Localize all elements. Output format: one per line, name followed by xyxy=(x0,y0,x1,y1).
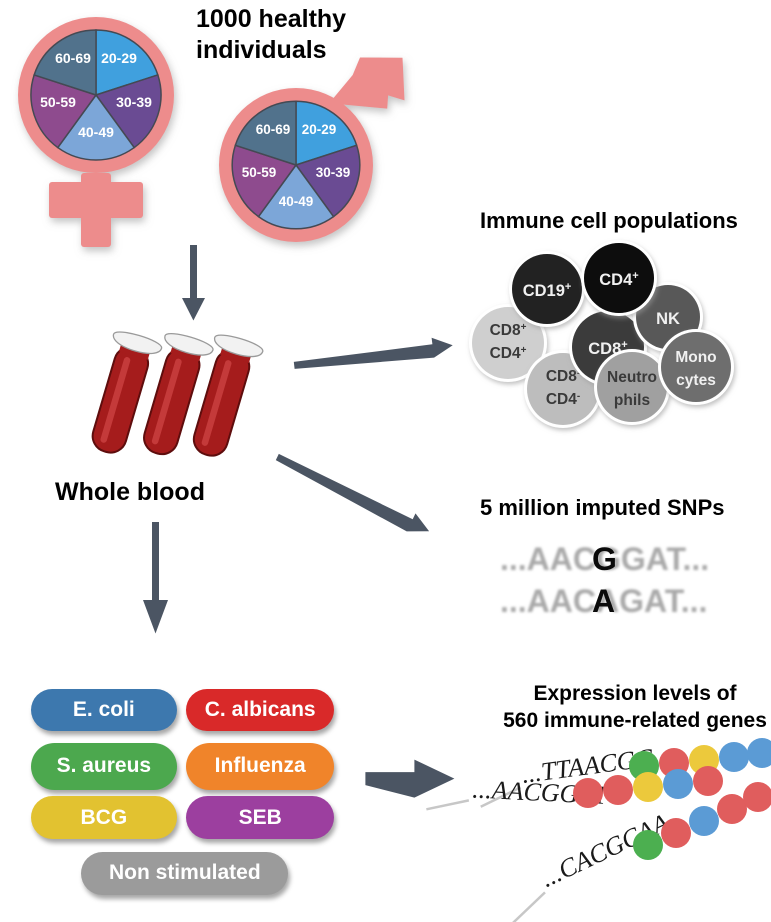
svg-text:20-29: 20-29 xyxy=(302,122,337,137)
svg-text:40-49: 40-49 xyxy=(279,194,314,209)
svg-text:30-39: 30-39 xyxy=(316,165,351,180)
svg-text:60-69: 60-69 xyxy=(256,122,291,137)
svg-text:50-59: 50-59 xyxy=(242,165,277,180)
